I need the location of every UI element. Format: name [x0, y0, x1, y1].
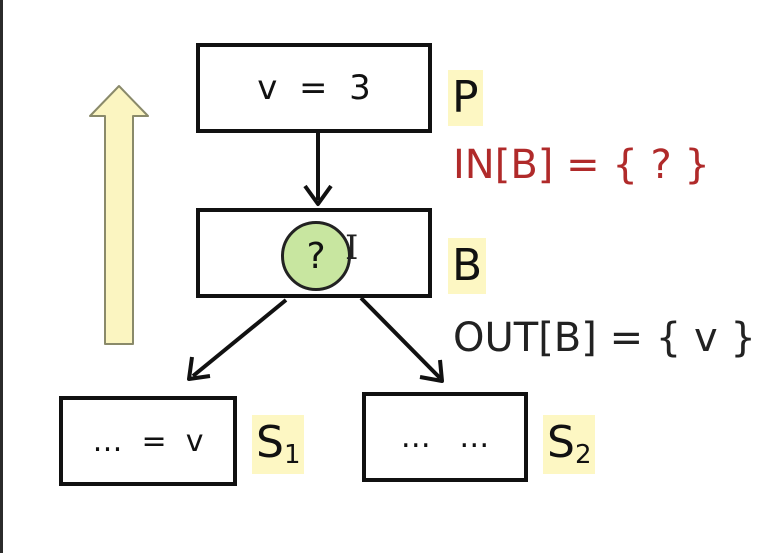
- tag-b-text: B: [452, 240, 483, 291]
- edge-p-to-b: [303, 133, 333, 206]
- unknown-marker-text: ?: [306, 235, 326, 277]
- node-p-text: v = 3: [257, 68, 371, 108]
- tag-s2: S2: [543, 415, 596, 474]
- tag-s1-text: S: [256, 417, 284, 468]
- tag-s2-text: S: [547, 417, 575, 468]
- edge-b-to-s2: [359, 296, 444, 383]
- node-s1: … = v: [59, 396, 237, 486]
- tag-s2-subscript: 2: [574, 440, 592, 470]
- tag-b: B: [448, 238, 487, 294]
- node-s2-text: … …: [400, 419, 490, 455]
- tag-s1: S1: [252, 415, 305, 474]
- node-s2: … …: [362, 392, 528, 482]
- out-set-label: OUT[B] = { v }: [453, 315, 756, 361]
- node-p: v = 3: [196, 43, 432, 133]
- node-s1-text: … = v: [92, 423, 204, 459]
- tag-p-text: P: [452, 72, 479, 123]
- text-cursor-icon: I: [345, 228, 359, 268]
- direction-arrow: [89, 85, 149, 345]
- in-set-label: IN[B] = { ? }: [453, 142, 710, 188]
- edge-b-to-s1: [187, 298, 288, 381]
- unknown-marker: ?: [281, 221, 351, 291]
- window-edge: [0, 0, 3, 553]
- tag-p: P: [448, 70, 483, 126]
- tag-s1-subscript: 1: [283, 440, 301, 470]
